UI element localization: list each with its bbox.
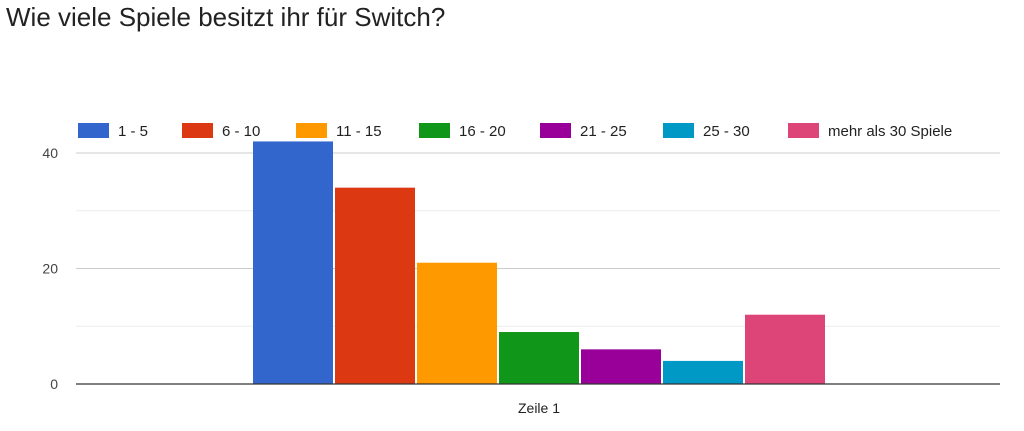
bar-3	[417, 262, 497, 384]
legend-swatch	[419, 123, 450, 138]
legend-swatch	[296, 123, 327, 138]
bar-1	[253, 141, 333, 384]
legend-label: mehr als 30 Spiele	[828, 123, 952, 140]
legend-label: 1 - 5	[118, 123, 148, 140]
legend-swatch	[182, 123, 213, 138]
legend-swatch	[788, 123, 819, 138]
bar-7	[745, 314, 825, 384]
legend-label: 11 - 15	[336, 123, 382, 140]
legend-label: 25 - 30	[703, 123, 750, 140]
y-tick-label: 40	[42, 145, 58, 161]
bar-2	[335, 187, 415, 384]
y-tick-label: 0	[50, 376, 58, 392]
gridlines	[76, 152, 1000, 327]
legend-label: 6 - 10	[222, 123, 260, 140]
x-category-label: Zeile 1	[518, 400, 560, 416]
legend: 1 - 5 6 - 10 11 - 15 16 - 20 21 - 25 25 - 30 m…	[78, 123, 952, 140]
bar-6	[663, 360, 743, 384]
legend-label: 16 - 20	[459, 123, 506, 140]
axis: 0 20 40 Zeile 1	[42, 145, 1000, 416]
legend-swatch	[540, 123, 571, 138]
bar-4	[499, 332, 579, 384]
bar-5	[581, 349, 661, 384]
y-tick-label: 20	[42, 261, 58, 277]
legend-label: 21 - 25	[580, 123, 627, 140]
chart-title: Wie viele Spiele besitzt ihr für Switch?	[6, 2, 446, 32]
legend-swatch	[663, 123, 694, 138]
legend-swatch	[78, 123, 109, 138]
bars	[253, 141, 825, 384]
